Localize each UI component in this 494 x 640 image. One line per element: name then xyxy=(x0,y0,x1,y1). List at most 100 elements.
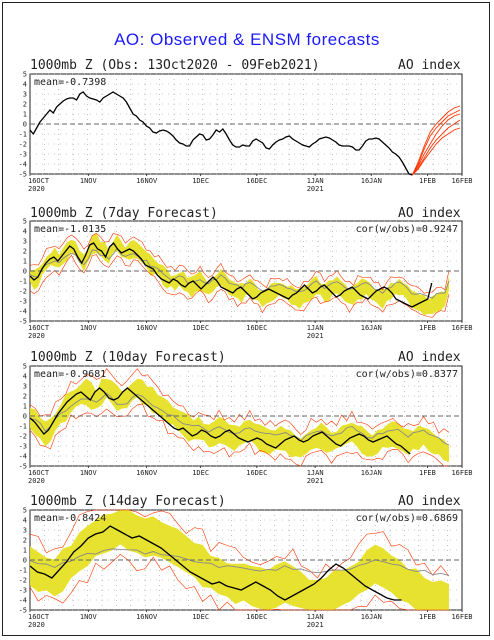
y-tick-label: -4 xyxy=(19,597,27,605)
y-tick-label: -4 xyxy=(19,308,27,316)
y-tick-label: 3 xyxy=(23,527,27,535)
observed-ao-line xyxy=(29,387,411,455)
mean-label: mean=-0.8424 xyxy=(34,513,106,524)
x-tick-label: 16DEC xyxy=(246,469,267,477)
forecast-plume-member xyxy=(412,127,461,176)
x-tick-label: 2020 xyxy=(28,477,45,485)
panel-4-right-label: AO index xyxy=(398,494,461,509)
x-tick-label: 16OCT xyxy=(28,177,50,185)
x-tick-label: 16OCT xyxy=(28,613,50,621)
y-tick-label: -3 xyxy=(19,298,27,306)
x-tick-label: 1JAN xyxy=(307,324,324,332)
y-tick-label: -4 xyxy=(19,453,27,461)
x-tick-label: 16OCT xyxy=(28,469,50,477)
y-tick-label: 0 xyxy=(23,121,27,129)
x-tick-label: 16JAN xyxy=(361,177,382,185)
observed-ao-line xyxy=(29,525,402,601)
panel-2-right-label: AO index xyxy=(398,206,461,221)
ensemble-member-line xyxy=(29,509,450,579)
x-tick-label: 16FEB xyxy=(451,324,472,332)
y-tick-label: -4 xyxy=(19,161,27,169)
correlation-label: cor(w/obs)=0.9247 xyxy=(356,224,458,235)
panel-3-title: 1000mb Z (10day Forecast) xyxy=(30,350,226,365)
x-tick-label: 2021 xyxy=(307,477,324,485)
y-tick-label: -1 xyxy=(19,278,27,286)
ensemble-spread-band xyxy=(30,232,450,315)
observed-ao-line xyxy=(29,241,433,308)
x-tick-label: 16JAN xyxy=(361,324,382,332)
y-tick-label: -2 xyxy=(19,433,27,441)
forecast-plume-member xyxy=(411,113,461,176)
y-tick-label: 1 xyxy=(23,111,27,119)
y-tick-label: 3 xyxy=(23,383,27,391)
x-tick-label: 1NOV xyxy=(80,324,98,332)
x-tick-label: 1NOV xyxy=(80,177,98,185)
mean-label: mean=-0.7398 xyxy=(34,77,106,88)
y-tick-label: 2 xyxy=(23,101,27,109)
y-tick-label: -3 xyxy=(19,151,27,159)
x-tick-label: 16NOV xyxy=(136,177,158,185)
x-tick-label: 1FEB xyxy=(419,177,436,185)
forecast-plume-member xyxy=(411,105,461,176)
y-tick-label: 2 xyxy=(23,248,27,256)
panel-1-title: 1000mb Z (Obs: 13Oct2020 - 09Feb2021) xyxy=(30,58,320,73)
y-tick-label: 0 xyxy=(23,557,27,565)
y-tick-label: 3 xyxy=(23,91,27,99)
x-tick-label: 2020 xyxy=(28,621,45,629)
y-tick-label: -2 xyxy=(19,288,27,296)
x-tick-label: 16FEB xyxy=(451,177,472,185)
ensemble-spread-band xyxy=(30,510,450,610)
x-tick-label: 2021 xyxy=(307,185,324,193)
ensemble-mean-line xyxy=(29,548,450,576)
y-tick-label: -5 xyxy=(19,607,27,615)
x-tick-label: 1JAN xyxy=(307,613,324,621)
x-tick-label: 16DEC xyxy=(246,177,267,185)
panel-2-title: 1000mb Z (7day Forecast) xyxy=(30,206,218,221)
x-tick-label: 1NOV xyxy=(80,469,98,477)
x-tick-label: 16JAN xyxy=(361,613,382,621)
panel-3-right-label: AO index xyxy=(398,350,461,365)
y-tick-label: 1 xyxy=(23,547,27,555)
y-tick-label: -3 xyxy=(19,587,27,595)
y-tick-label: -5 xyxy=(19,318,27,326)
x-tick-label: 16FEB xyxy=(451,613,472,621)
y-tick-label: 4 xyxy=(23,228,27,236)
x-tick-label: 16DEC xyxy=(246,613,267,621)
y-tick-label: 0 xyxy=(23,413,27,421)
ensemble-member-line xyxy=(29,233,450,294)
ensemble-member-line xyxy=(29,368,450,435)
x-tick-label: 1NOV xyxy=(80,613,98,621)
ensemble-mean-line xyxy=(29,392,450,446)
y-tick-label: 4 xyxy=(23,81,27,89)
ensemble-member-line xyxy=(29,254,450,318)
x-tick-label: 16DEC xyxy=(246,324,267,332)
figure-frame xyxy=(2,2,490,636)
y-tick-label: 3 xyxy=(23,238,27,246)
x-tick-label: 1FEB xyxy=(419,613,436,621)
ensemble-member-line xyxy=(29,403,450,467)
y-tick-label: 0 xyxy=(23,268,27,276)
y-tick-label: -1 xyxy=(19,131,27,139)
y-tick-label: 4 xyxy=(23,517,27,525)
x-tick-label: 16JAN xyxy=(361,469,382,477)
y-tick-label: -5 xyxy=(19,463,27,471)
forecast-plume-member xyxy=(411,109,461,176)
correlation-label: cor(w/obs)=0.8377 xyxy=(356,369,458,380)
y-tick-label: 2 xyxy=(23,393,27,401)
mean-label: mean=-0.9681 xyxy=(34,369,106,380)
observed-ao-line xyxy=(29,91,413,176)
y-tick-label: 5 xyxy=(23,71,27,79)
ensemble-spread-band xyxy=(30,378,450,463)
x-tick-label: 1FEB xyxy=(419,324,436,332)
x-tick-label: 16FEB xyxy=(451,469,472,477)
x-tick-label: 1DEC xyxy=(192,469,209,477)
y-tick-label: 1 xyxy=(23,403,27,411)
y-tick-label: -2 xyxy=(19,577,27,585)
forecast-plume-member xyxy=(411,119,461,176)
figure-title: AO: Observed & ENSM forecasts xyxy=(114,30,380,49)
y-tick-label: -5 xyxy=(19,171,27,179)
